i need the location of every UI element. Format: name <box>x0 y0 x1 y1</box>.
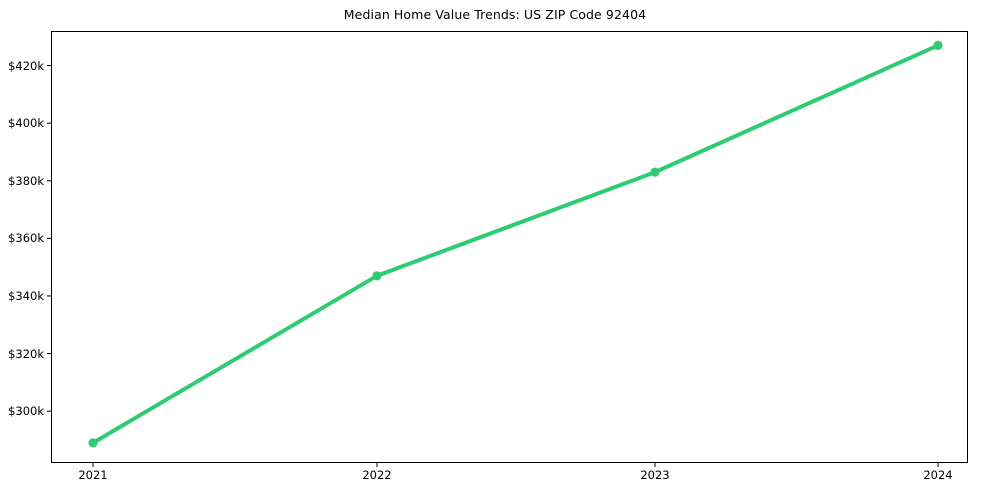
x-axis-tick-label: 2022 <box>362 468 392 482</box>
y-axis-tick-label: $340k <box>8 288 44 303</box>
y-axis-tick-label: $320k <box>8 346 44 361</box>
plot-area <box>51 31 968 463</box>
y-axis-tick-label: $300k <box>8 404 44 419</box>
page-title: Median Home Value Trends: US ZIP Code 92… <box>343 7 647 22</box>
x-axis-tick-label: 2023 <box>640 468 670 482</box>
x-axis-tick-label: 2021 <box>78 468 108 482</box>
x-axis-tick-marks <box>92 463 939 467</box>
y-axis-tick-label: $380k <box>8 173 44 188</box>
x-axis-tick-label: 2024 <box>923 468 953 482</box>
y-axis-tick-label: $400k <box>8 116 44 131</box>
y-axis-tick-label: $420k <box>8 58 44 73</box>
y-axis-tick-label: $360k <box>8 231 44 246</box>
